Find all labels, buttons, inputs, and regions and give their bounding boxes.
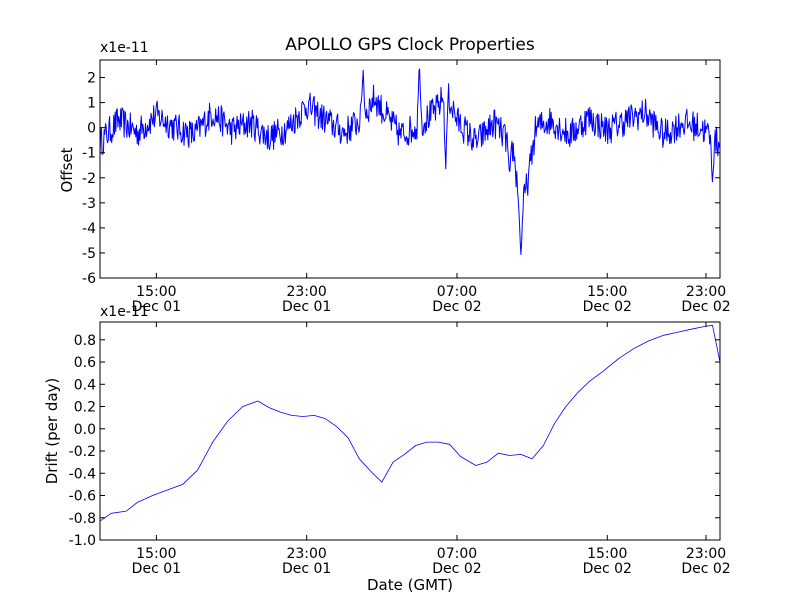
y-tick-label: -4 — [82, 221, 96, 237]
drift-multiplier: x1e-11 — [100, 304, 149, 320]
x-tick-label: Dec 01 — [282, 561, 331, 577]
x-tick-label: Dec 01 — [132, 561, 181, 577]
y-tick-label: -0.6 — [69, 489, 96, 505]
x-tick-label: Dec 02 — [583, 561, 632, 577]
x-tick-label: Dec 02 — [583, 299, 632, 315]
y-tick-label: -3 — [82, 196, 96, 212]
x-tick-label: Dec 01 — [132, 299, 181, 315]
x-tick-label: 15:00 — [136, 284, 176, 300]
x-tick-label: 15:00 — [587, 284, 627, 300]
y-tick-label: 0.6 — [74, 355, 96, 371]
y-tick-label: 0.8 — [74, 333, 96, 349]
y-tick-label: -0.4 — [69, 466, 96, 482]
x-tick-label: Dec 02 — [432, 561, 481, 577]
x-axis-label: Date (GMT) — [367, 576, 453, 594]
offset-multiplier: x1e-11 — [100, 40, 149, 56]
x-tick-label: 23:00 — [686, 546, 726, 562]
y-tick-label: 0.4 — [74, 377, 96, 393]
x-tick-label: 15:00 — [136, 546, 176, 562]
x-tick-label: Dec 02 — [432, 299, 481, 315]
x-tick-label: 23:00 — [286, 546, 326, 562]
y-tick-label: 2 — [87, 71, 96, 87]
x-tick-label: 07:00 — [437, 546, 477, 562]
drift-series-line — [99, 324, 721, 522]
y-tick-label: -5 — [82, 246, 96, 262]
y-tick-label: 0.2 — [74, 400, 96, 416]
y-tick-label: -1 — [82, 146, 96, 162]
plot-frame — [99, 321, 721, 541]
x-tick-label: 23:00 — [686, 284, 726, 300]
y-tick-label: -0.8 — [69, 511, 96, 527]
offset-y-axis-label: Offset — [58, 147, 76, 192]
drift-y-axis-label: Drift (per day) — [43, 378, 61, 485]
x-tick-label: 15:00 — [587, 546, 627, 562]
offset-series-line — [99, 68, 721, 255]
plot-frame — [99, 59, 721, 279]
y-tick-label: -2 — [82, 171, 96, 187]
x-tick-label: Dec 02 — [681, 561, 730, 577]
drift-panel: x1e-11 Drift (per day) -1.0 -0.8 -0.6 -0.4 -… — [43, 304, 731, 577]
y-tick-label: 0.0 — [74, 422, 96, 438]
y-tick-label: -1.0 — [69, 533, 96, 549]
y-tick-label: 1 — [87, 96, 96, 112]
x-tick-label: 07:00 — [437, 284, 477, 300]
x-tick-label: Dec 02 — [681, 299, 730, 315]
y-tick-label: -6 — [82, 271, 96, 287]
figure-title: APOLLO GPS Clock Properties — [285, 35, 535, 55]
x-tick-label: Dec 01 — [282, 299, 331, 315]
y-tick-label: -0.2 — [69, 444, 96, 460]
x-tick-label: 23:00 — [286, 284, 326, 300]
y-tick-label: 0 — [87, 121, 96, 137]
